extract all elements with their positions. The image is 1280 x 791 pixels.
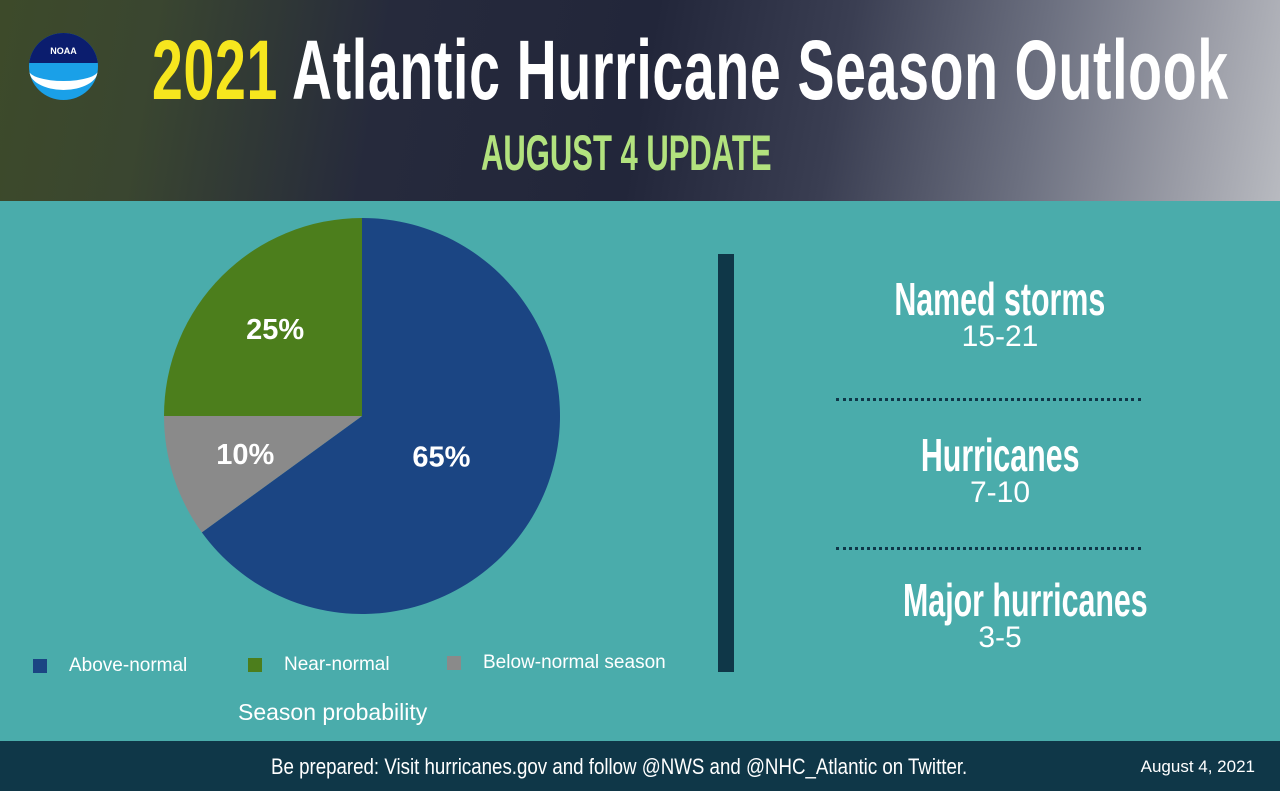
pie-label: 10% xyxy=(216,439,274,471)
stat-named-storms: Named storms 15-21 xyxy=(894,273,1106,353)
pie-slice-below-normal-season xyxy=(164,416,362,533)
stat-major-hurricanes: Major hurricanes 3-5 xyxy=(903,574,1148,654)
dotted-divider xyxy=(836,547,1141,550)
legend-item-near-normal: Near-normal xyxy=(248,654,390,676)
noaa-logo: NOAA xyxy=(29,33,98,100)
pie-slice-near-normal xyxy=(164,218,362,416)
footer: Be prepared: Visit hurricanes.gov and fo… xyxy=(0,741,1280,791)
pie-label: 25% xyxy=(246,314,304,346)
divider-bar xyxy=(718,254,734,672)
footer-date: August 4, 2021 xyxy=(1140,757,1255,776)
page-subtitle: AUGUST 4 UPDATE xyxy=(481,125,772,181)
page-title: 2021 Atlantic Hurricane Season Outlook xyxy=(152,22,1228,119)
pie-slice-above-normal xyxy=(201,218,560,614)
dotted-divider xyxy=(836,398,1141,401)
pie-label: 65% xyxy=(412,441,470,473)
footer-message: Be prepared: Visit hurricanes.gov and fo… xyxy=(271,754,968,779)
header-banner: NOAA 2021 Atlantic Hurricane Season Outl… xyxy=(0,0,1280,201)
legend-item-below-normal: Below-normal season xyxy=(447,652,666,674)
chart-title: Season probability xyxy=(238,699,428,725)
legend-item-above-normal: Above-normal xyxy=(33,655,187,677)
stat-hurricanes: Hurricanes 7-10 xyxy=(920,429,1080,509)
pie-chart: 65% 10% 25% xyxy=(164,218,560,614)
title-text: Atlantic Hurricane Season Outlook xyxy=(291,23,1229,117)
title-year: 2021 xyxy=(152,23,278,117)
